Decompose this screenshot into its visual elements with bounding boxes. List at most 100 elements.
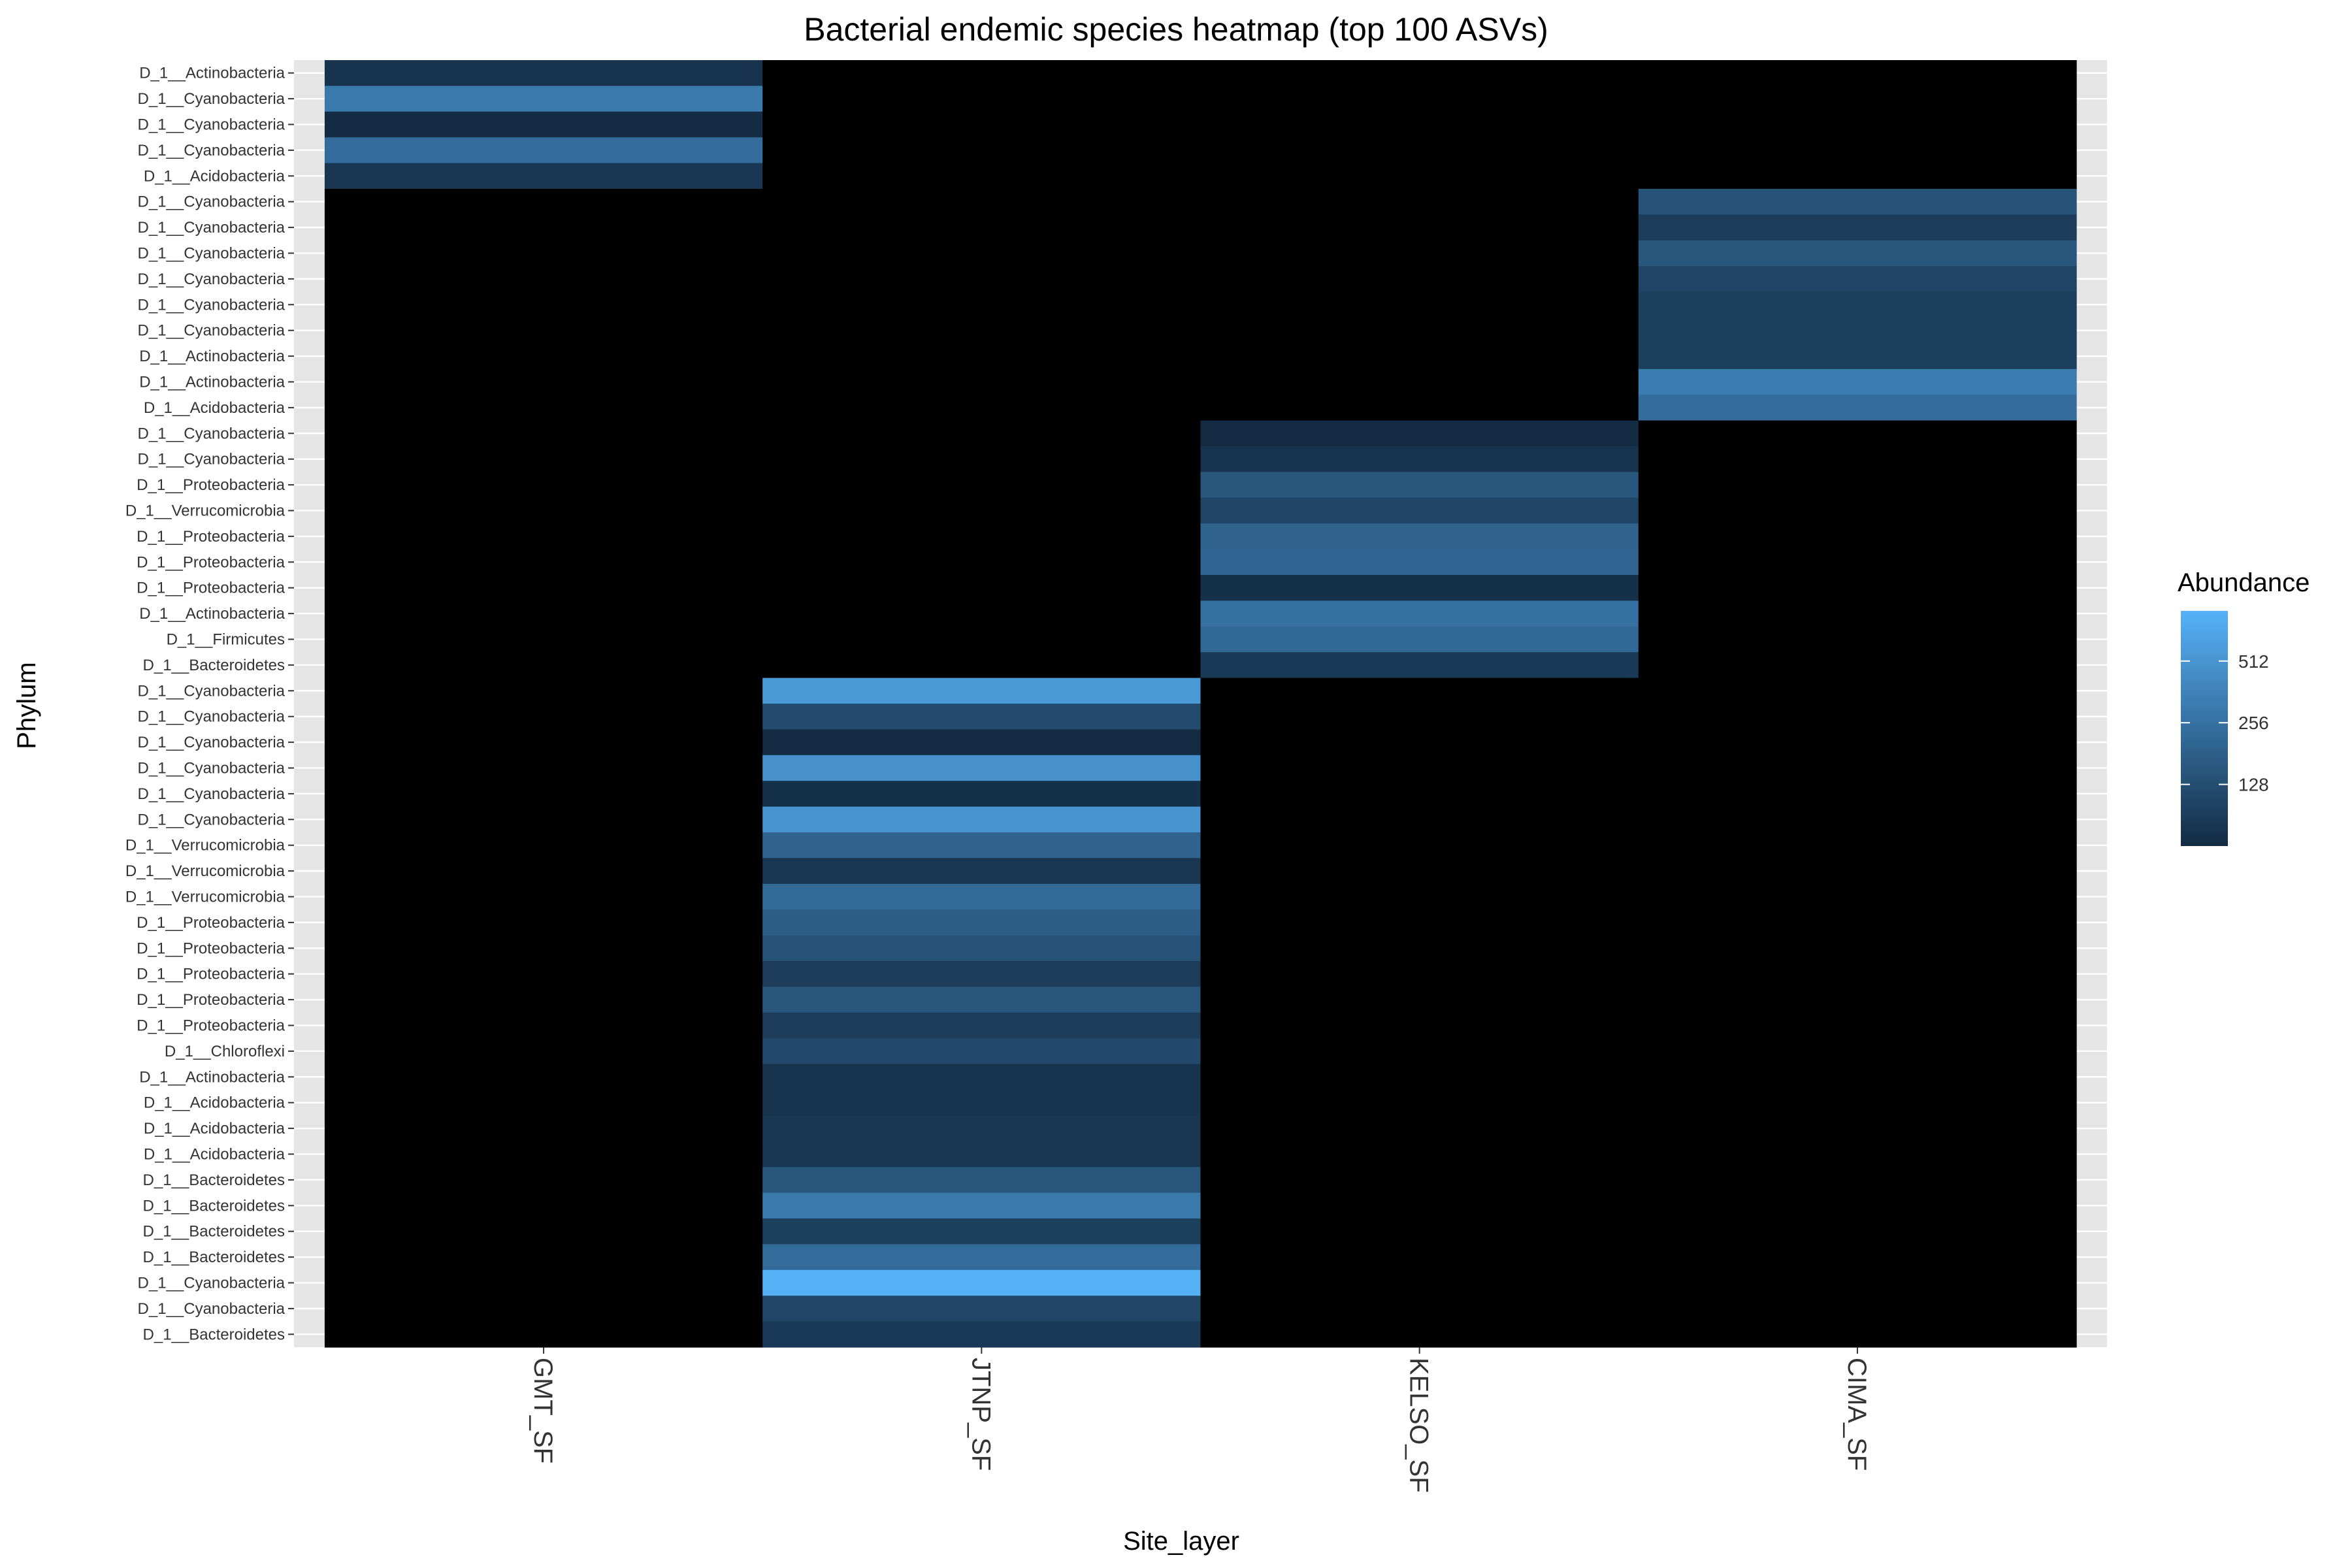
heatmap-cell [1638, 163, 2077, 189]
heatmap-cell [1638, 368, 2077, 395]
heatmap-cell [1638, 652, 2077, 679]
y-tick-label: D_1__Proteobacteria [137, 580, 285, 597]
y-axis: D_1__Actinobacteria D_1__Cyanobacteria D_1… [125, 65, 294, 1343]
heatmap-cell [324, 163, 763, 189]
y-tick-label: D_1__Cyanobacteria [138, 734, 286, 751]
y-tick-label: D_1__Verrucomicrobia [125, 889, 286, 906]
heatmap-cell [324, 60, 763, 86]
heatmap-cell [1638, 240, 2077, 267]
heatmap-cell [324, 1218, 763, 1245]
x-axis: GMT_SF JTNP_SF KELSO_SF CIMA_SF [529, 1347, 1871, 1493]
heatmap-cell [1638, 883, 2077, 910]
heatmap-cell [762, 240, 1201, 267]
y-tick-label: D_1__Proteobacteria [137, 476, 285, 494]
heatmap-cell [762, 368, 1201, 395]
heatmap-cell [762, 909, 1201, 936]
heatmap-cell [1200, 909, 1639, 936]
heatmap-cell [324, 704, 763, 730]
heatmap-cell [1638, 1090, 2077, 1116]
heatmap-cell [762, 729, 1201, 756]
heatmap-cell [762, 987, 1201, 1013]
heatmap-cell [1638, 343, 2077, 370]
heatmap-cell [1638, 806, 2077, 833]
heatmap-cell [1200, 291, 1639, 318]
heatmap-cell [1200, 1218, 1639, 1245]
heatmap-cell [324, 446, 763, 472]
heatmap-cell [1200, 1115, 1639, 1142]
heatmap-cell [1638, 1064, 2077, 1090]
heatmap-cell [762, 1167, 1201, 1194]
y-axis-title: Phylum [12, 662, 41, 749]
legend-tick-label: 512 [2238, 651, 2269, 672]
y-tick-label: D_1__Actinobacteria [139, 605, 285, 623]
y-tick-label: D_1__Cyanobacteria [138, 296, 286, 314]
heatmap-cell [762, 704, 1201, 730]
heatmap-cell [1638, 755, 2077, 781]
heatmap-cell [324, 395, 763, 421]
heatmap-cell [1638, 395, 2077, 421]
heatmap-cell [1638, 909, 2077, 936]
y-tick-label: D_1__Cyanobacteria [138, 270, 286, 288]
heatmap-cell [324, 678, 763, 704]
heatmap-cell [1638, 318, 2077, 344]
heatmap-cell [762, 626, 1201, 653]
y-tick-label: D_1__Bacteroidetes [143, 1249, 285, 1266]
heatmap-cell [762, 291, 1201, 318]
heatmap-cell [1638, 600, 2077, 627]
heatmap-cell [762, 266, 1201, 293]
y-tick-label: D_1__Cyanobacteria [138, 425, 286, 442]
heatmap-cell [762, 1218, 1201, 1245]
heatmap-cell [324, 472, 763, 498]
heatmap-cell [324, 781, 763, 808]
heatmap-cell [324, 806, 763, 833]
y-tick-label: D_1__Chloroflexi [165, 1043, 285, 1060]
y-tick-label: D_1__Bacteroidetes [143, 1326, 285, 1343]
heatmap-cell [1638, 704, 2077, 730]
y-tick-label: D_1__Cyanobacteria [138, 451, 286, 468]
y-tick-label: D_1__Bacteroidetes [143, 1223, 285, 1241]
heatmap-cell [762, 1296, 1201, 1322]
heatmap-cell [1638, 961, 2077, 987]
y-tick-label: D_1__Proteobacteria [137, 991, 285, 1009]
heatmap-cell [1638, 523, 2077, 550]
heatmap-cell [1200, 137, 1639, 164]
y-tick-label: D_1__Cyanobacteria [138, 1300, 286, 1318]
y-tick-label: D_1__Acidobacteria [144, 1120, 286, 1137]
y-tick-label: D_1__Acidobacteria [144, 167, 286, 185]
y-tick-label: D_1__Proteobacteria [137, 914, 285, 932]
heatmap-cell [324, 1167, 763, 1194]
heatmap-cell [1200, 1192, 1639, 1219]
legend: Abundance 128 256 512 [2178, 568, 2310, 846]
heatmap-cell [324, 111, 763, 138]
heatmap-cell [324, 935, 763, 962]
heatmap-cell [1638, 1218, 2077, 1245]
heatmap-cell [1200, 318, 1639, 344]
heatmap-cell [324, 909, 763, 936]
heatmap-cell [1200, 266, 1639, 293]
heatmap-cell [762, 1064, 1201, 1090]
heatmap-cell [1200, 395, 1639, 421]
heatmap-cell [324, 318, 763, 344]
y-tick-label: D_1__Cyanobacteria [138, 811, 286, 828]
heatmap-cell [1200, 111, 1639, 138]
heatmap-cell [1200, 472, 1639, 498]
heatmap-cell [1200, 935, 1639, 962]
heatmap-cell [1200, 214, 1639, 241]
heatmap-cell [1200, 163, 1639, 189]
heatmap-cell [1638, 626, 2077, 653]
heatmap-cell [324, 420, 763, 447]
heatmap-cell [1638, 858, 2077, 885]
heatmap-cell [1200, 626, 1639, 653]
heatmap-cell [1638, 832, 2077, 858]
heatmap-cell [1200, 189, 1639, 215]
y-tick-label: D_1__Verrucomicrobia [125, 862, 286, 880]
heatmap-cell [1200, 729, 1639, 756]
y-tick-label: D_1__Cyanobacteria [138, 322, 286, 340]
heatmap-cell [1200, 1090, 1639, 1116]
heatmap-cell [1638, 86, 2077, 112]
heatmap-cell [324, 575, 763, 601]
heatmap-cell [1638, 549, 2077, 576]
heatmap-cell [1638, 111, 2077, 138]
y-tick-label: D_1__Cyanobacteria [138, 142, 286, 159]
heatmap-cell [1200, 240, 1639, 267]
